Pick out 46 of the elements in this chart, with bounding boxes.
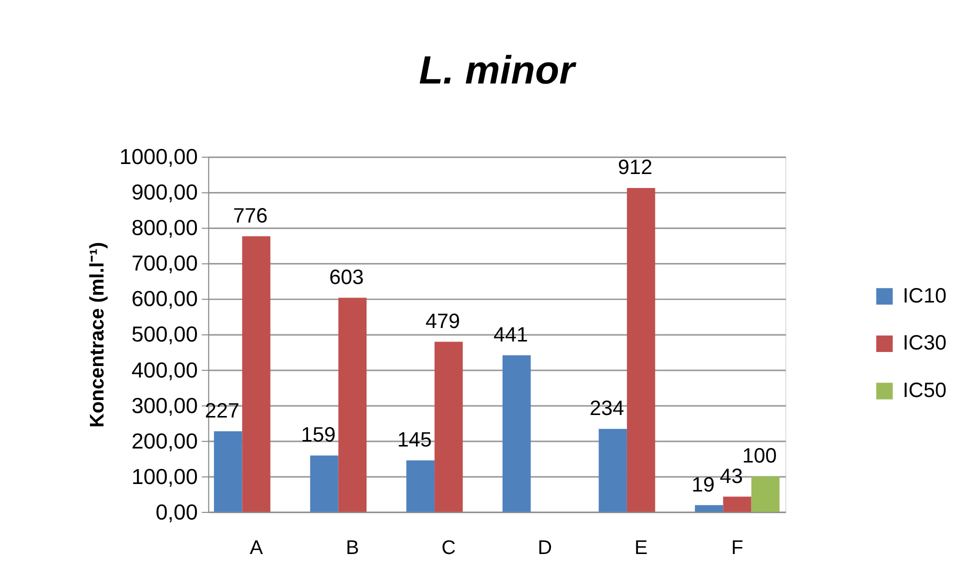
- bar: [626, 188, 656, 512]
- bar: [434, 342, 463, 512]
- data-label: 19: [692, 473, 715, 496]
- y-tick-label: 800,00: [131, 215, 198, 240]
- bar: [310, 455, 338, 512]
- y-tick-label: 500,00: [131, 322, 198, 347]
- x-tick-label: B: [346, 536, 360, 559]
- data-label: 100: [742, 444, 777, 468]
- bar: [751, 476, 780, 512]
- bar: [406, 460, 435, 512]
- x-tick-label: F: [731, 536, 744, 559]
- y-tick-label: 600,00: [131, 286, 198, 312]
- y-tick-label: 200,00: [131, 428, 198, 454]
- data-label: 603: [329, 266, 364, 289]
- y-tick-label: 300,00: [131, 392, 198, 418]
- y-tick-label: 900,00: [131, 180, 198, 205]
- data-label: 234: [590, 397, 624, 420]
- y-tick-label: 1000,00: [119, 144, 198, 170]
- bar: [214, 431, 242, 512]
- data-label: 43: [720, 464, 743, 488]
- data-label: 912: [618, 156, 652, 180]
- y-tick-label: 100,00: [131, 464, 198, 489]
- chart-title: L. minor: [418, 48, 578, 93]
- bar: [598, 428, 627, 512]
- data-label: 776: [233, 204, 268, 228]
- y-axis-title: Koncentrace (ml.l⁻¹): [86, 242, 109, 428]
- legend-label: IC10: [902, 284, 946, 308]
- bar: [502, 355, 531, 512]
- data-label: 479: [425, 310, 460, 333]
- data-label: 227: [204, 399, 240, 422]
- legend-label: IC30: [902, 332, 946, 355]
- bar: [723, 496, 752, 512]
- x-tick-label: C: [442, 536, 456, 559]
- bar: [338, 298, 367, 512]
- y-tick-label: 400,00: [131, 357, 198, 382]
- bar: [242, 236, 270, 512]
- x-tick-label: D: [538, 536, 552, 559]
- legend-label: IC50: [902, 378, 946, 402]
- bar: [694, 505, 724, 512]
- x-tick-label: A: [250, 536, 264, 559]
- y-tick-label: 0,00: [156, 499, 198, 524]
- data-label: 145: [397, 428, 432, 452]
- x-tick-label: E: [634, 536, 648, 559]
- data-label: 441: [493, 323, 528, 346]
- data-label: 159: [301, 424, 336, 447]
- y-tick-label: 700,00: [131, 250, 198, 276]
